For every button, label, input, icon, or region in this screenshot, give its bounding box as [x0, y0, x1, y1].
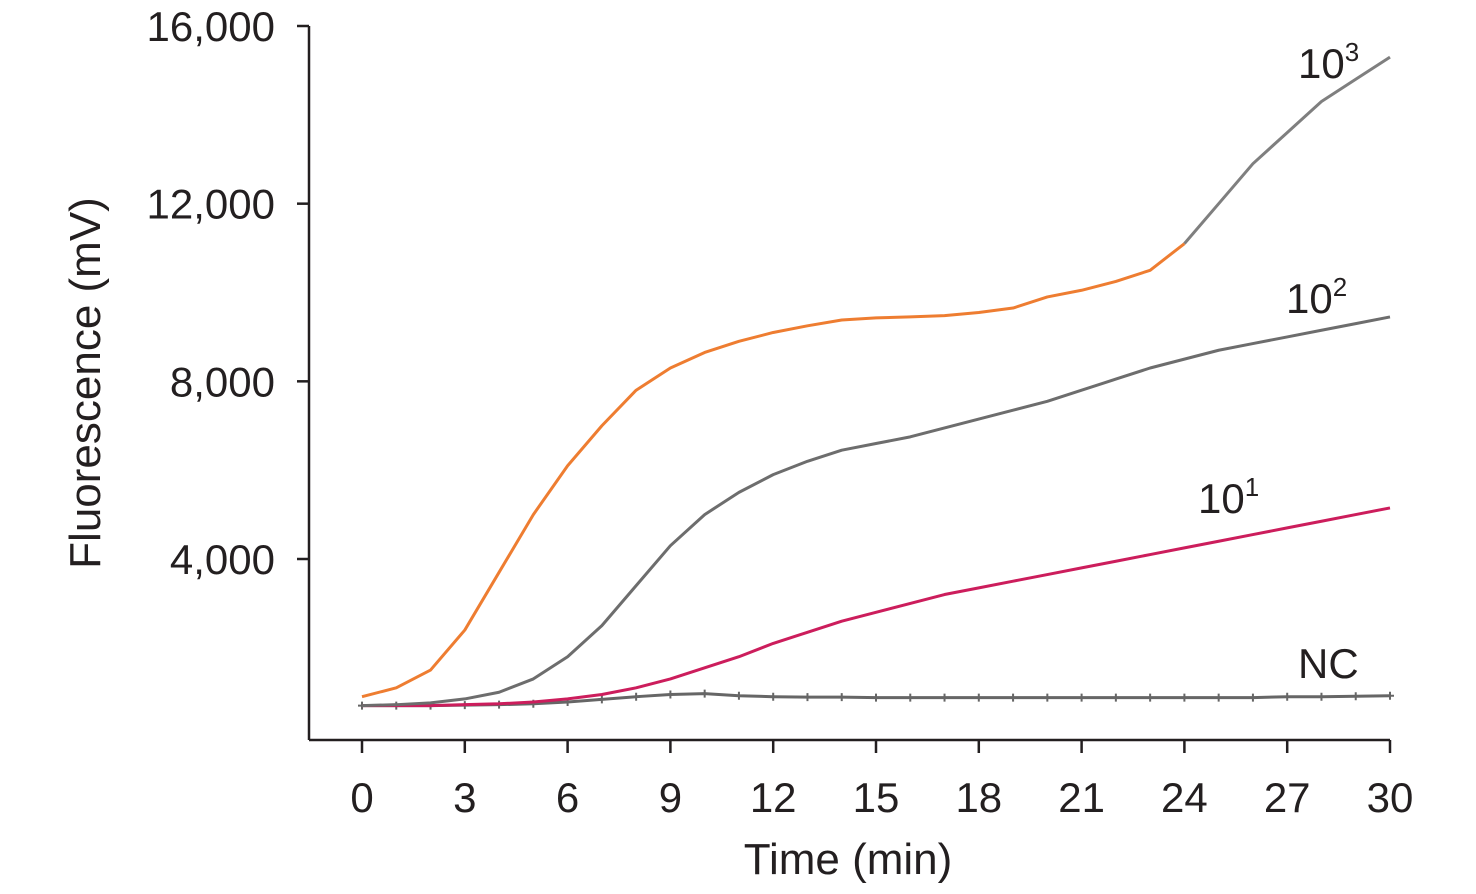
x-tick-label: 18 — [955, 774, 1002, 821]
series-point — [1214, 693, 1223, 702]
series-102 — [361, 315, 1391, 708]
x-tick-label: 12 — [750, 774, 797, 821]
series-line-103 — [361, 242, 1186, 699]
series-point — [940, 693, 949, 702]
series-label-102: 102 — [1286, 272, 1347, 322]
series-label-exponent: 3 — [1345, 37, 1359, 67]
series-line-102 — [361, 315, 1391, 708]
series-label-101: 101 — [1198, 472, 1259, 522]
x-ticks: 0 3 6 9 12 15 18 21 24 27 30 — [350, 740, 1413, 821]
series-point — [666, 690, 675, 699]
y-tick-label: 16,000 — [147, 3, 275, 50]
series-point — [974, 693, 983, 702]
series-nc — [358, 689, 1394, 710]
x-tick-label: 27 — [1264, 774, 1311, 821]
series-point — [769, 692, 778, 701]
series-point — [700, 689, 709, 698]
series-point — [1146, 693, 1155, 702]
series-point — [1043, 693, 1052, 702]
x-tick-label: 6 — [556, 774, 579, 821]
series-label-exponent: 1 — [1245, 472, 1259, 502]
series-point — [872, 693, 880, 702]
series-point — [1111, 693, 1120, 702]
series-point — [906, 693, 915, 702]
series-point — [632, 692, 641, 701]
x-tick-label: 15 — [853, 774, 900, 821]
series-101 — [362, 506, 1391, 708]
y-axis-title: Fluorescence (mV) — [61, 197, 110, 569]
series-point — [734, 691, 743, 700]
series-point — [1386, 691, 1394, 700]
series-point — [1317, 692, 1326, 701]
series-label-base: 10 — [1298, 40, 1345, 87]
x-tick-label: 3 — [453, 774, 476, 821]
series-label-base: NC — [1298, 640, 1359, 687]
x-tick-label: 0 — [350, 774, 373, 821]
series-point — [1283, 692, 1292, 701]
x-axis-title: Time (min) — [744, 835, 953, 884]
series-point — [1180, 693, 1189, 702]
y-tick-label: 12,000 — [147, 181, 275, 228]
series-line-103-late — [1183, 55, 1391, 245]
x-tick-label: 21 — [1058, 774, 1105, 821]
series-line-101 — [362, 506, 1391, 708]
series-point — [1077, 693, 1086, 702]
x-tick-label: 9 — [659, 774, 682, 821]
y-tick-label: 4,000 — [170, 536, 275, 583]
series-label-base: 10 — [1286, 275, 1333, 322]
y-tick-label: 8,000 — [170, 358, 275, 405]
series-label-base: 10 — [1198, 475, 1245, 522]
x-tick-label: 30 — [1367, 774, 1414, 821]
series-label-103: 103 — [1298, 37, 1359, 87]
series-point — [837, 693, 846, 702]
y-ticks: 4,000 8,000 12,000 16,000 — [147, 3, 309, 583]
series-point — [1351, 692, 1360, 701]
series-label-exponent: 2 — [1333, 272, 1347, 302]
series-103 — [361, 55, 1391, 699]
x-tick-label: 24 — [1161, 774, 1208, 821]
series-point — [1009, 693, 1018, 702]
series-point — [803, 693, 812, 702]
series-point — [597, 695, 606, 704]
series-layer — [358, 55, 1394, 710]
series-point — [1248, 693, 1257, 702]
series-label-nc: NC — [1298, 640, 1359, 687]
